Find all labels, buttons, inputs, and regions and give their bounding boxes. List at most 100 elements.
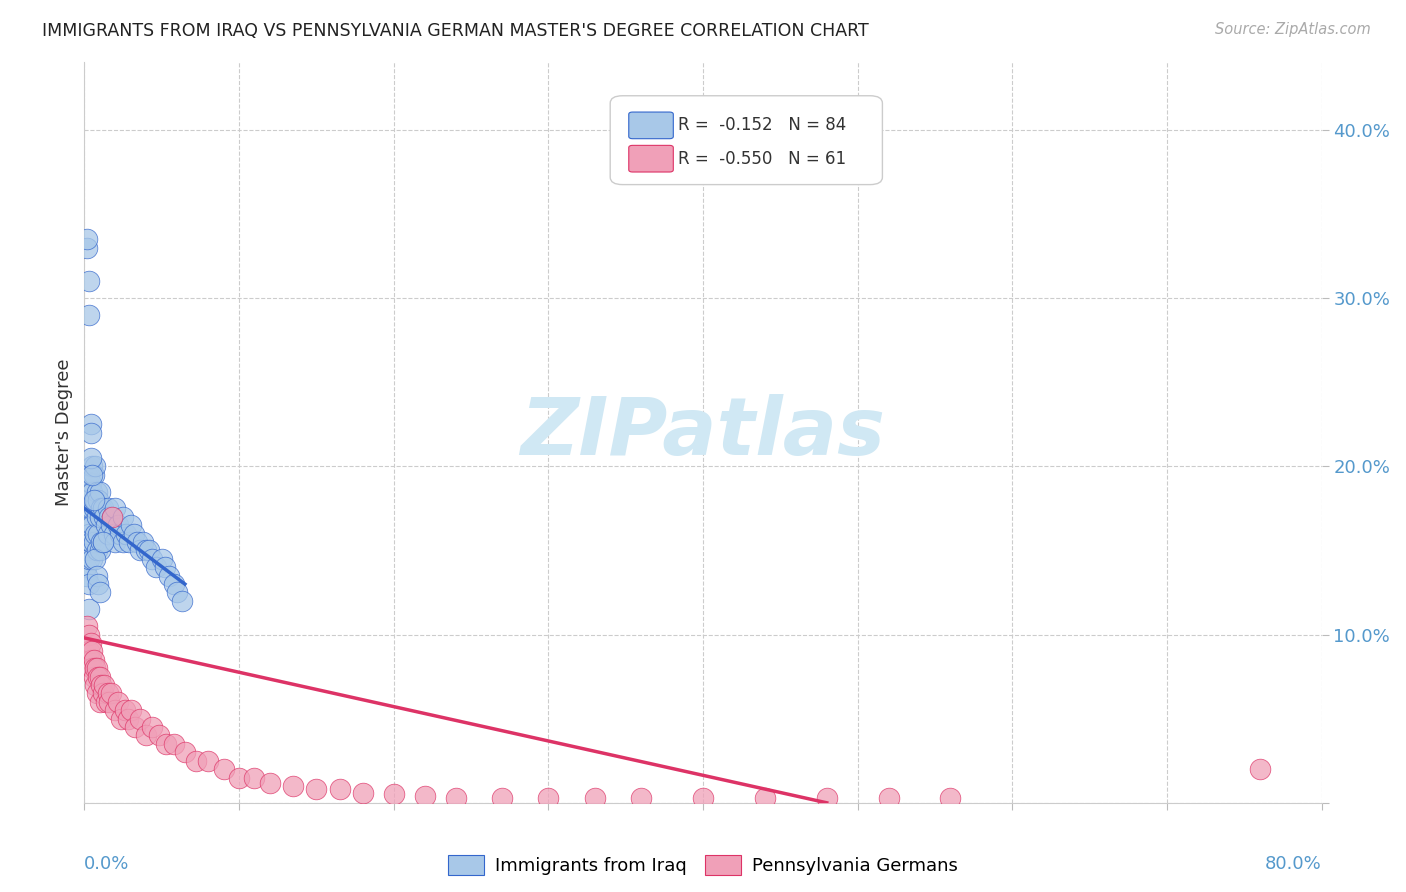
Point: [117, 712, 139, 726]
Point: [79, 653, 101, 667]
Point: [150, 551, 173, 566]
Point: [75, 560, 97, 574]
Point: [104, 703, 127, 717]
Point: [83, 467, 105, 482]
Point: [76, 232, 98, 246]
Point: [153, 560, 176, 574]
Point: [129, 712, 152, 726]
Point: [77, 274, 100, 288]
Point: [76, 619, 98, 633]
Point: [77, 627, 100, 641]
Point: [84, 551, 107, 566]
Point: [91, 686, 114, 700]
Point: [82, 459, 104, 474]
Point: [89, 585, 111, 599]
Legend: Immigrants from Iraq, Pennsylvania Germans: Immigrants from Iraq, Pennsylvania Germa…: [441, 847, 965, 882]
Point: [79, 425, 101, 440]
Point: [413, 789, 436, 803]
Point: [115, 526, 138, 541]
Point: [76, 568, 98, 582]
Point: [103, 526, 125, 541]
Point: [630, 790, 652, 805]
Point: [84, 492, 107, 507]
Point: [184, 754, 207, 768]
Point: [87, 526, 110, 541]
Point: [163, 577, 186, 591]
Point: [90, 501, 112, 516]
Point: [82, 661, 104, 675]
FancyBboxPatch shape: [628, 145, 673, 172]
Point: [939, 790, 962, 805]
Point: [79, 476, 101, 491]
FancyBboxPatch shape: [610, 95, 883, 185]
Point: [94, 695, 117, 709]
Point: [122, 526, 145, 541]
Point: [79, 417, 101, 432]
Point: [86, 484, 108, 499]
Point: [79, 636, 101, 650]
Point: [82, 551, 104, 566]
Text: Source: ZipAtlas.com: Source: ZipAtlas.com: [1215, 22, 1371, 37]
Point: [148, 729, 170, 743]
Text: IMMIGRANTS FROM IRAQ VS PENNSYLVANIA GERMAN MASTER'S DEGREE CORRELATION CHART: IMMIGRANTS FROM IRAQ VS PENNSYLVANIA GER…: [42, 22, 869, 40]
Point: [491, 790, 513, 805]
Text: ZIPatlas: ZIPatlas: [520, 393, 886, 472]
Point: [77, 602, 100, 616]
Point: [79, 501, 101, 516]
Y-axis label: Master's Degree: Master's Degree: [55, 359, 73, 507]
Point: [212, 762, 235, 776]
Point: [1249, 762, 1271, 776]
Point: [281, 779, 305, 793]
Point: [83, 492, 105, 507]
Point: [82, 484, 104, 499]
Point: [86, 543, 108, 558]
Point: [100, 518, 122, 533]
Point: [444, 790, 467, 805]
Point: [77, 644, 100, 658]
Point: [89, 484, 111, 499]
Point: [86, 661, 108, 675]
Point: [89, 543, 111, 558]
Point: [107, 695, 129, 709]
Point: [86, 686, 108, 700]
Point: [124, 720, 146, 734]
Point: [76, 240, 98, 255]
Point: [166, 585, 188, 599]
Point: [145, 560, 167, 574]
Point: [110, 712, 132, 726]
Point: [259, 775, 281, 789]
Point: [170, 594, 193, 608]
Point: [112, 535, 135, 549]
Point: [96, 501, 118, 516]
Point: [163, 737, 186, 751]
Point: [83, 535, 105, 549]
Point: [352, 786, 374, 800]
Point: [118, 535, 141, 549]
Point: [583, 790, 606, 805]
Point: [101, 509, 124, 524]
Point: [89, 509, 111, 524]
Point: [87, 670, 110, 684]
Point: [129, 543, 152, 558]
Point: [77, 526, 100, 541]
Point: [77, 501, 100, 516]
Point: [141, 720, 163, 734]
Point: [96, 526, 118, 541]
Point: [243, 771, 266, 785]
Point: [155, 737, 177, 751]
Point: [328, 782, 352, 797]
Point: [84, 459, 107, 474]
Point: [84, 526, 107, 541]
Point: [84, 661, 107, 675]
Point: [77, 551, 100, 566]
Point: [120, 703, 142, 717]
Point: [815, 790, 838, 805]
Point: [91, 501, 114, 516]
Point: [754, 790, 776, 805]
Point: [135, 543, 157, 558]
Text: R =  -0.550   N = 61: R = -0.550 N = 61: [678, 150, 846, 168]
Point: [91, 535, 114, 549]
Point: [101, 509, 124, 524]
Point: [120, 518, 142, 533]
Point: [91, 535, 114, 549]
